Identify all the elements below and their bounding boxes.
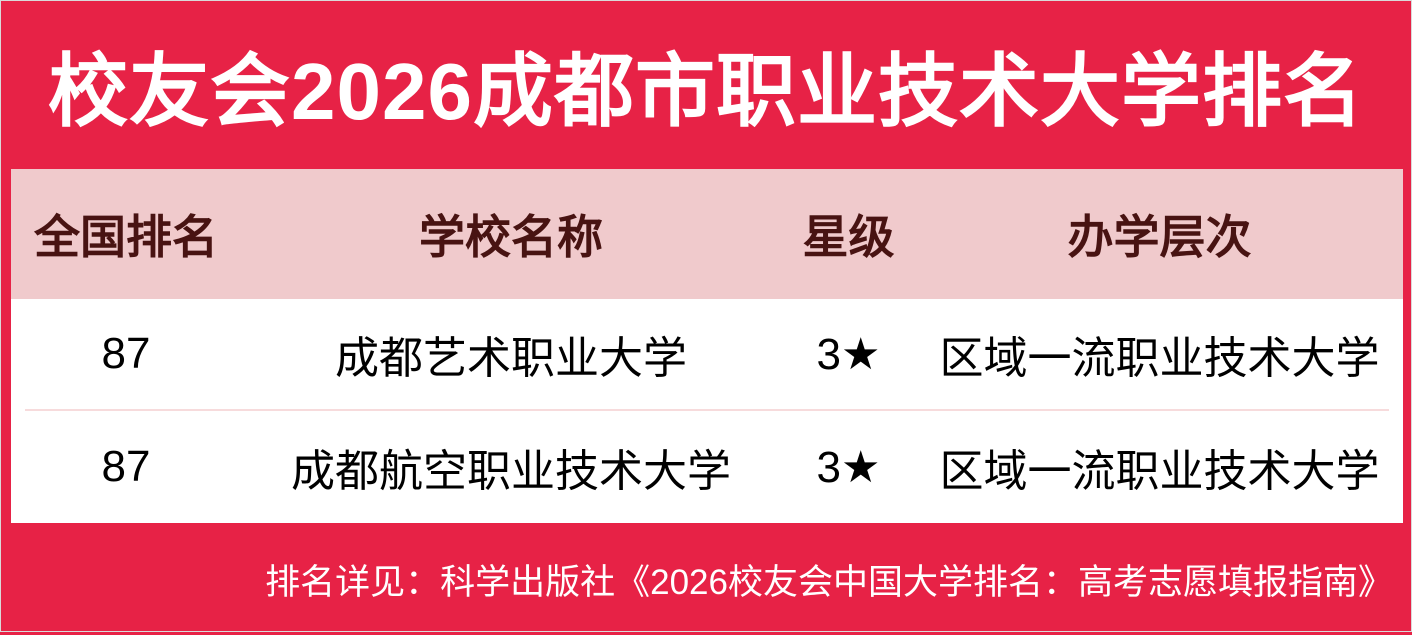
cell-rank: 87 (101, 329, 151, 378)
table-header-row: 全国排名 学校名称 星级 办学层次 (11, 169, 1403, 299)
cell-star: 3★ (816, 329, 881, 379)
footer-note: 排名详见：科学出版社《2026校友会中国大学排名：高考志愿填报指南》 (265, 562, 1393, 602)
title-band: 校友会2026成都市职业技术大学排名 (1, 1, 1411, 169)
header-cell-rank: 全国排名 (34, 211, 218, 263)
header-cell-star: 星级 (802, 211, 895, 263)
ranking-table: 全国排名 学校名称 星级 办学层次 87 成都艺术职业大学 3★ 区域一流职业技… (11, 169, 1403, 523)
table-body: 87 成都艺术职业大学 3★ 区域一流职业技术大学 87 成都航空职业技术大学 … (11, 299, 1403, 523)
cell-level: 区域一流职业技术大学 (939, 334, 1380, 383)
cell-star: 3★ (816, 442, 881, 492)
table-row: 87 成都航空职业技术大学 3★ 区域一流职业技术大学 (11, 411, 1403, 523)
header-cell-school: 学校名称 (419, 211, 603, 263)
cell-school: 成都航空职业技术大学 (291, 447, 731, 496)
header-cell-level: 办学层次 (1067, 211, 1252, 263)
cell-school: 成都艺术职业大学 (335, 334, 687, 383)
cell-rank: 87 (101, 442, 151, 491)
row-divider (25, 409, 1389, 411)
footer-band: 排名详见：科学出版社《2026校友会中国大学排名：高考志愿填报指南》 (1, 523, 1411, 635)
table-row: 87 成都艺术职业大学 3★ 区域一流职业技术大学 (11, 299, 1403, 409)
page-title: 校友会2026成都市职业技术大学排名 (48, 47, 1364, 136)
cell-level: 区域一流职业技术大学 (939, 447, 1380, 496)
